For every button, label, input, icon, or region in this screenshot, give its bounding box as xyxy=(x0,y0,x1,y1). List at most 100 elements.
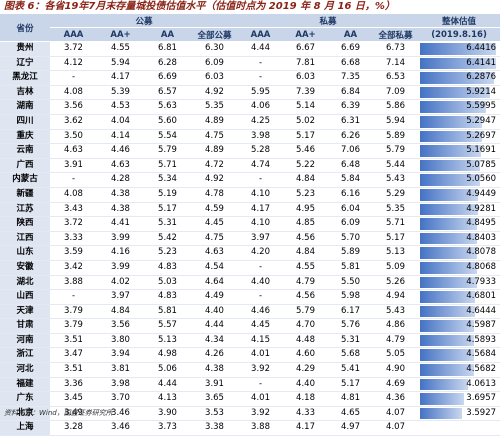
cell: 5.02 xyxy=(283,114,329,130)
cell: 4.84 xyxy=(283,172,329,188)
header: 省份 xyxy=(0,14,50,42)
data-bar xyxy=(420,364,474,376)
cell: 4.83 xyxy=(144,260,191,276)
cell: 7.39 xyxy=(283,85,329,101)
cell: 5.94 xyxy=(373,114,419,130)
column-header: AAA xyxy=(50,27,97,42)
data-bar xyxy=(420,86,490,99)
overall-value: 6.4416 xyxy=(466,43,497,53)
cell: 6.69 xyxy=(328,41,374,57)
cell: 4.12 xyxy=(50,56,97,72)
row: 福建 3.36 3.98 4.44 3.91-4.40 5.17 4.69 4.0613 xyxy=(0,377,500,393)
cell: 5.19 xyxy=(144,187,191,203)
row: 云南 4.63 4.46 5.79 4.89 5.28 5.46 7.06 5.79 5.1691 xyxy=(0,143,500,159)
cell: 4.45 xyxy=(238,318,284,334)
cell: 5.98 xyxy=(328,289,374,305)
row: 安徽 3.42 3.99 4.83 4.54-4.55 5.81 5.09 4.8068 xyxy=(0,260,500,276)
overall-cell: 4.7933 xyxy=(418,275,500,291)
cell: 4.53 xyxy=(97,99,144,115)
cell: 4.38 xyxy=(97,187,144,203)
data-bar xyxy=(420,393,464,405)
column-header: AA xyxy=(328,27,374,42)
cell: 5.28 xyxy=(238,143,284,159)
cell: 5.23 xyxy=(283,187,329,203)
cell: 4.40 xyxy=(191,304,239,320)
column-header: AA+ xyxy=(283,27,329,42)
cell: 5.17 xyxy=(144,202,191,218)
cell: 5.94 xyxy=(97,56,144,72)
cell: 5.06 xyxy=(144,362,191,378)
province: 云南 xyxy=(0,143,50,159)
cell: 4.36 xyxy=(373,391,419,407)
province: 辽宁 xyxy=(0,56,50,72)
overall-value: 4.6444 xyxy=(466,305,497,316)
province: 黑龙江 xyxy=(0,70,50,86)
row: 山西 -3.97 4.83 4.49-4.56 5.98 4.94 4.6801 xyxy=(0,289,500,305)
province: 北京 xyxy=(0,406,50,422)
row: 湖北 3.88 4.02 5.03 4.64 4.40 4.79 5.50 5.26 4.7933 xyxy=(0,275,500,291)
cell: 4.34 xyxy=(191,333,239,349)
overall-cell: 6.4141 xyxy=(418,56,500,72)
overall-value: 4.5893 xyxy=(466,334,497,345)
cell: 4.01 xyxy=(238,391,284,407)
column-header: 全部公募 xyxy=(191,27,239,42)
cell: 4.44 xyxy=(191,318,239,334)
overall-value: 4.8068 xyxy=(466,261,497,272)
cell: 4.48 xyxy=(283,333,329,349)
overall-value: 5.1691 xyxy=(466,145,497,156)
cell: 6.68 xyxy=(328,56,374,72)
cell: 3.88 xyxy=(50,275,97,291)
cell: 4.40 xyxy=(283,377,329,393)
cell: 4.38 xyxy=(191,362,239,378)
data-bar xyxy=(420,247,477,259)
cell: 4.04 xyxy=(97,114,144,130)
cell: 3.43 xyxy=(50,202,97,218)
province: 重庆 xyxy=(0,129,50,145)
cell: 6.39 xyxy=(328,99,374,115)
cell: 3.56 xyxy=(50,99,97,115)
cell: 4.18 xyxy=(283,391,329,407)
cell: 4.69 xyxy=(373,377,419,393)
cell: 3.98 xyxy=(97,377,144,393)
data-bar xyxy=(420,57,496,70)
cell: 4.64 xyxy=(191,275,239,291)
data-bar xyxy=(420,174,480,186)
data-bar xyxy=(420,349,474,362)
cell: 4.08 xyxy=(50,85,97,101)
header: 公募 xyxy=(50,14,239,28)
cell: 5.09 xyxy=(373,260,419,276)
column-header: 全部私募 xyxy=(373,27,419,42)
overall-value: 5.0560 xyxy=(466,174,497,185)
cell: 4.56 xyxy=(283,289,329,305)
cell: 4.75 xyxy=(191,231,239,247)
overall-value: 4.8403 xyxy=(466,232,497,243)
cell: 4.54 xyxy=(191,260,239,276)
cell: 5.39 xyxy=(97,85,144,101)
province: 江苏 xyxy=(0,202,50,218)
cell: 5.57 xyxy=(144,318,191,334)
cell: 5.86 xyxy=(373,99,419,115)
province: 贵州 xyxy=(0,41,50,57)
cell: 6.30 xyxy=(191,41,239,57)
cell: - xyxy=(238,172,284,188)
overall-cell: 5.0785 xyxy=(418,158,500,174)
cell: 5.41 xyxy=(328,362,374,378)
cell: 6.84 xyxy=(328,85,374,101)
row: 重庆 3.50 4.14 5.54 4.75 3.98 5.17 6.26 5.89 5.2697 xyxy=(0,129,500,145)
cell: 3.72 xyxy=(50,41,97,57)
cell: 4.92 xyxy=(191,172,239,188)
cell: 6.81 xyxy=(144,41,191,57)
overall-cell: 5.9214 xyxy=(418,85,500,101)
data-bar xyxy=(420,291,476,303)
cell: 6.03 xyxy=(283,70,329,86)
overall-cell xyxy=(418,420,500,436)
overall-cell: 4.9281 xyxy=(418,202,500,218)
cell: 3.79 xyxy=(50,318,97,334)
cell: 3.51 xyxy=(50,333,97,349)
cell: 5.03 xyxy=(144,275,191,291)
cell: 5.17 xyxy=(283,129,329,145)
overall-value: 4.5682 xyxy=(466,364,497,375)
cell: 4.28 xyxy=(97,172,144,188)
cell: 6.57 xyxy=(144,85,191,101)
